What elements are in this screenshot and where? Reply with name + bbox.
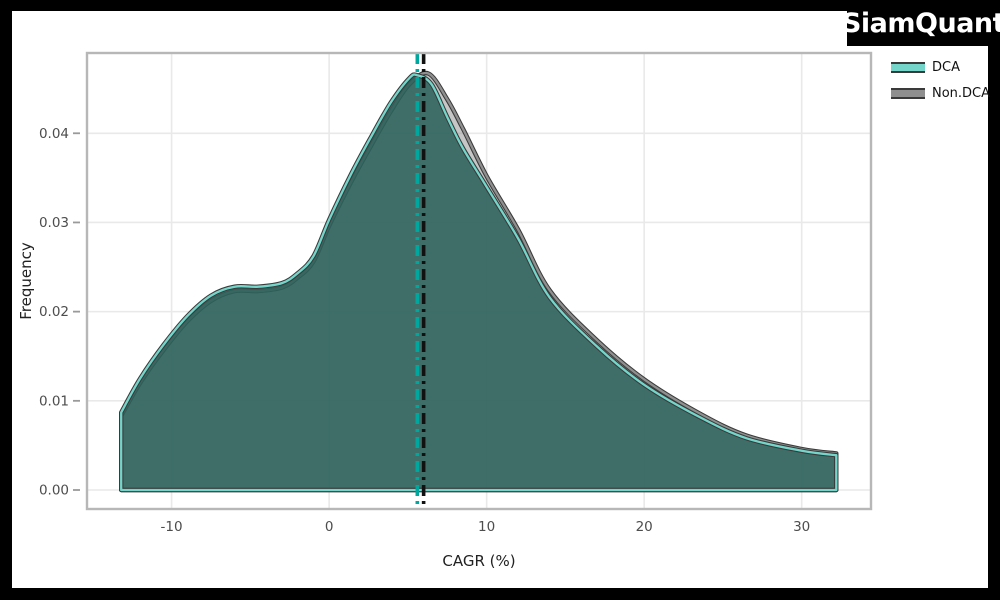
brand-logo-text: SiamQuant [841,7,1000,39]
legend-label-nondca: Non.DCA [932,86,991,101]
legend: DCA Non.DCA [891,60,990,101]
y-tick-label: 0.04 [39,126,69,142]
plot-panel-border [85,51,873,511]
y-tick-label: 0.03 [39,215,69,231]
y-tick-label: 0.00 [39,483,69,499]
x-tick-label: -10 [161,519,183,535]
brand-logo: SiamQuant [842,0,1000,46]
legend-item-dca[interactable]: DCA [891,60,990,75]
x-axis-title: CAGR (%) [442,552,516,570]
nondca-swatch-icon [891,88,925,99]
legend-label-dca: DCA [932,60,960,75]
x-tick-label: 30 [793,519,810,535]
dca-swatch-icon [891,62,925,73]
x-tick-label: 0 [325,519,334,535]
x-tick-label: 10 [478,519,495,535]
legend-item-nondca[interactable]: Non.DCA [891,86,990,101]
y-tick-label: 0.01 [39,393,69,409]
x-tick-label: 20 [636,519,653,535]
y-tick-label: 0.02 [39,304,69,320]
y-axis-title: Frequency [17,242,35,320]
dca-density-area [121,74,837,491]
dca-curve-line [120,73,838,492]
